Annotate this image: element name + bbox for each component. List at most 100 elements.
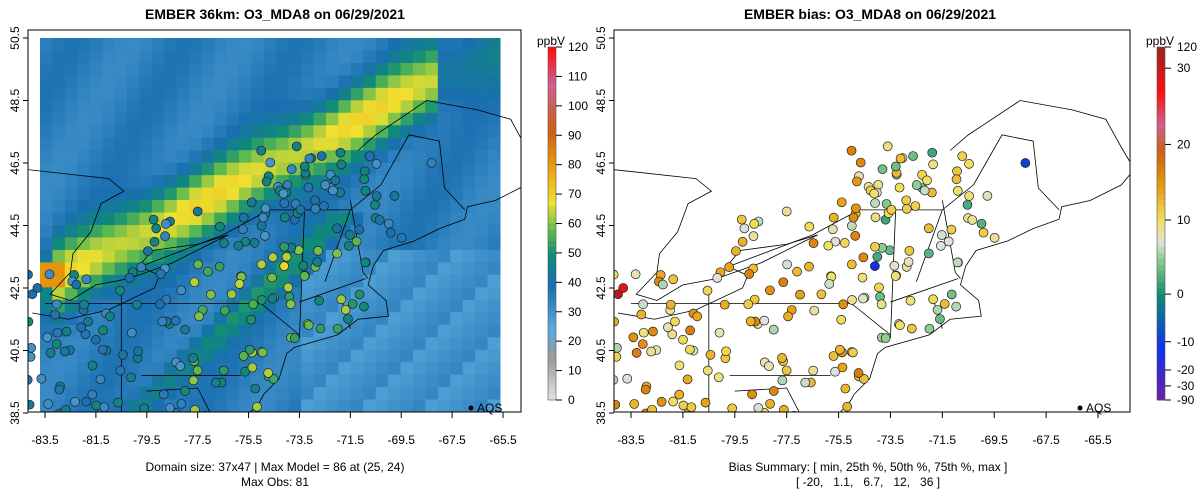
model-grid-cell [77,50,91,64]
colorbar-segment [1157,288,1165,295]
model-grid-cell [139,225,153,238]
aqs-site-marker [132,299,142,310]
model-grid-cell [201,399,215,412]
model-grid-cell [214,38,227,51]
aqs-site-marker [312,257,323,267]
model-grid-cell [226,312,240,326]
model-grid-cell [127,75,140,89]
state-boundary [261,303,300,336]
model-grid-cell [164,100,178,114]
model-grid-cell [114,75,128,89]
model-grid-cell [325,262,339,276]
model-grid-cell [102,62,116,76]
model-grid-cell [214,324,227,338]
aqs-site-marker [344,230,355,240]
aqs-site-marker [872,252,883,262]
right-map-title: EMBER bias: O3_MDA8 on 06/29/2021 [743,6,997,22]
model-grid-cell [164,50,178,64]
aqs-site-marker [320,180,331,190]
aqs-site-marker [727,403,738,412]
model-grid-cell [437,75,451,89]
model-grid-cell [201,337,215,351]
model-grid-cell [201,312,215,326]
model-grid-cell [462,112,476,126]
model-grid-cell [251,125,265,139]
model-grid-cell [388,50,402,64]
model-grid-cell [151,399,165,412]
model-grid-cell [363,399,377,412]
aqs-site-marker [743,299,754,310]
colorbar-segment [548,317,556,325]
colorbar-segment [548,199,556,207]
aqs-site-marker [830,366,840,377]
aqs-site-marker [246,197,257,208]
model-grid-cell [375,137,389,151]
model-grid-cell [363,125,377,139]
model-grid-cell [89,249,103,263]
model-grid-cell [475,137,489,151]
model-grid-cell [400,324,414,338]
model-grid-cell [450,262,464,276]
aqs-site-marker [28,289,38,300]
aqs-site-marker [71,279,82,290]
model-grid-cell [263,87,277,101]
model-grid-cell [139,125,153,139]
model-grid-cell [325,387,339,401]
model-grid-cell [388,349,402,363]
model-grid-cell [475,349,489,363]
aqs-site-marker [670,316,680,327]
model-grid-cell [437,274,451,288]
model-grid-cell [114,38,128,51]
model-grid-cell [301,38,315,51]
model-grid-cell [375,50,389,64]
colorbar-segment [1157,152,1165,160]
aqs-site-marker [828,351,839,361]
aqs-site-marker [846,145,857,156]
aqs-site-marker [964,191,974,201]
colorbar-segment [1157,194,1165,201]
model-grid-cell [450,75,464,89]
model-grid-cell [276,399,290,412]
model-grid-cell [127,162,140,176]
model-grid-cell [64,212,78,226]
model-grid-cell [425,38,439,51]
model-grid-cell [189,324,203,338]
model-grid-cell [425,100,439,114]
model-grid-cell [487,75,501,89]
aqs-site-marker [267,293,278,304]
model-grid-cell [437,399,451,412]
model-grid-cell [475,312,489,326]
model-grid-cell [301,100,315,114]
model-grid-cell [176,62,190,76]
model-grid-cell [214,274,227,288]
model-grid-cell [313,362,327,376]
model-grid-cell [400,125,414,139]
colorbar-segment [1157,317,1165,325]
model-grid-cell [437,249,451,263]
aqs-site-marker [286,164,297,175]
model-grid-cell [487,200,501,214]
model-grid-cell [226,150,240,164]
aqs-site-marker [943,236,954,247]
model-grid-cell [400,162,414,176]
aqs-site-marker [336,159,347,170]
aqs-site-marker [256,259,267,270]
model-grid-cell [214,387,227,401]
colorbar-segment [1157,135,1165,142]
model-grid-cell [388,75,402,89]
aqs-site-marker [256,145,267,156]
aqs-site-marker [267,272,277,283]
model-grid-cell [276,349,290,363]
model-grid-cell [263,399,277,412]
model-grid-cell [313,349,327,363]
model-grid-cell [437,187,451,201]
model-grid-cell [226,399,240,412]
aqs-site-marker [252,401,262,412]
aqs-site-marker [59,346,70,357]
aqs-site-marker [244,344,255,355]
model-grid-cell [350,150,364,164]
model-grid-cell [375,62,389,76]
model-grid-cell [114,187,128,201]
model-grid-cell [400,100,414,114]
model-grid-cell [226,175,240,189]
